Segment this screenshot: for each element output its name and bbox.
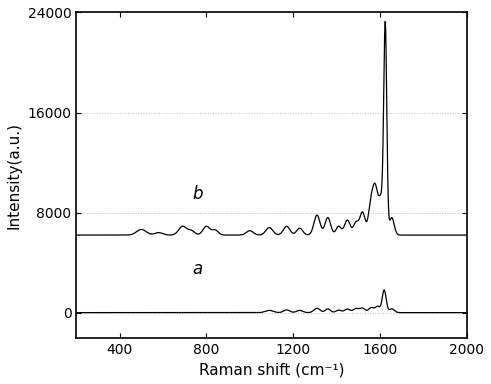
- Text: a: a: [192, 260, 203, 278]
- X-axis label: Raman shift (cm⁻¹): Raman shift (cm⁻¹): [199, 362, 344, 377]
- Y-axis label: Intensity(a.u.): Intensity(a.u.): [7, 122, 22, 228]
- Text: b: b: [192, 185, 203, 202]
